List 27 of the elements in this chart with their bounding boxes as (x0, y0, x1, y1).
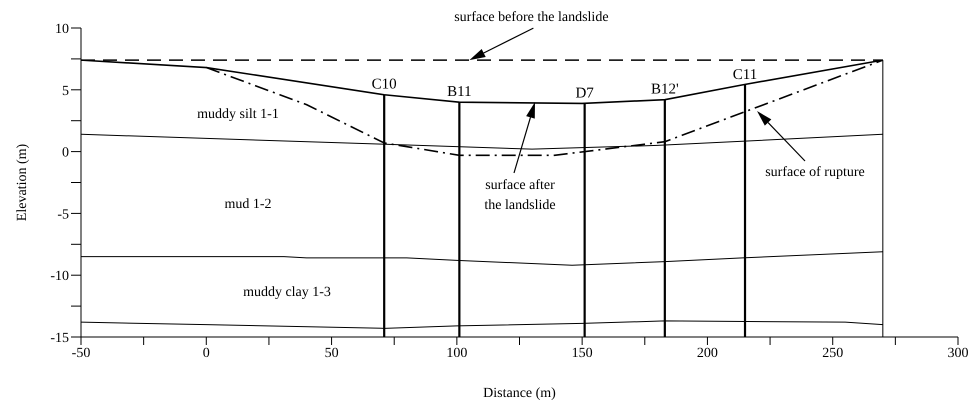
x-tick-label: 100 (446, 346, 468, 361)
annotation: mud 1-2 (224, 197, 272, 212)
y-tick-label: -15 (50, 330, 69, 346)
annotation: muddy silt 1-1 (197, 107, 279, 122)
series-label: C10 (372, 76, 397, 93)
y-tick-label: 0 (62, 146, 69, 161)
y-tick-label: -5 (57, 207, 69, 222)
x-tick-label: 150 (572, 346, 593, 361)
x-axis-title: Distance (m) (483, 386, 556, 401)
annotation: muddy clay 1-3 (243, 285, 331, 300)
x-tick-label: 300 (948, 346, 968, 361)
series-label: B12' (650, 82, 679, 98)
x-tick-label: 50 (324, 346, 339, 361)
x-tick-label: 0 (202, 346, 210, 361)
series-label: B11 (447, 84, 472, 100)
annotation: surface before the landslide (454, 10, 609, 26)
y-axis-title: Elevation (m) (15, 143, 30, 222)
y-tick-label: -10 (50, 269, 69, 284)
x-tick-label: 250 (822, 346, 844, 361)
y-tick-label: 5 (62, 84, 69, 99)
annotation: surface after the landslide (484, 178, 556, 213)
series-label: C11 (732, 66, 758, 83)
x-tick-label: 200 (696, 346, 718, 361)
x-tick-label: -50 (72, 346, 90, 361)
annotation: surface of rupture (765, 165, 865, 180)
y-tick-label: 10 (55, 22, 69, 37)
series-label: D7 (575, 85, 594, 102)
